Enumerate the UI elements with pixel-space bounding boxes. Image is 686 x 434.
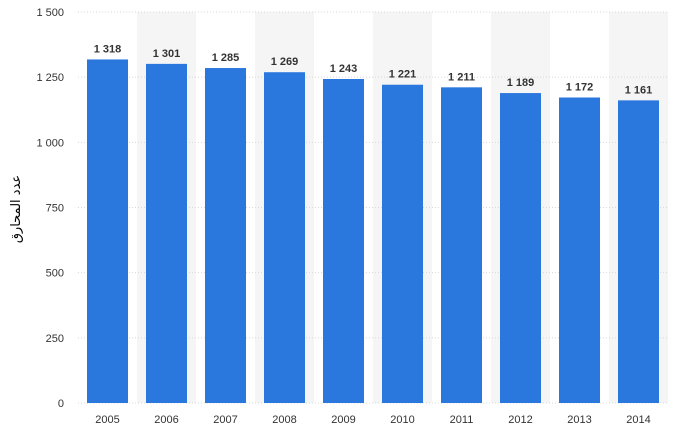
bar-value-label: 1 318 — [94, 43, 122, 55]
bar[interactable] — [146, 63, 187, 403]
bar-value-label: 1 161 — [625, 84, 653, 96]
y-tick-label: 1 000 — [36, 137, 64, 149]
gridlines — [78, 11, 668, 404]
bar-value-label: 1 269 — [271, 56, 299, 68]
bar-value-label: 1 189 — [507, 77, 535, 89]
x-tick-label: 2007 — [213, 414, 237, 426]
x-axis-ticks: 2005 2006 2007 2008 2009 2010 2011 2012 2013 2014 — [95, 414, 650, 426]
y-tick-label: 1 500 — [36, 7, 64, 19]
bar[interactable] — [559, 97, 600, 404]
y-tick-label: 1 250 — [36, 72, 64, 84]
bar[interactable] — [323, 78, 364, 403]
bar-value-label: 1 211 — [448, 71, 475, 83]
bar[interactable] — [500, 93, 541, 404]
bar[interactable] — [441, 87, 482, 403]
y-axis-title: عدد المحارق — [9, 175, 24, 243]
x-tick-label: 2010 — [390, 414, 414, 426]
bar[interactable] — [264, 72, 305, 404]
x-tick-label: 2012 — [508, 414, 532, 426]
bar[interactable] — [87, 59, 128, 403]
bar-value-label: 1 301 — [153, 48, 181, 60]
bar[interactable] — [618, 100, 659, 403]
bar[interactable] — [205, 68, 246, 403]
y-tick-label: 250 — [46, 333, 64, 345]
bar[interactable] — [382, 84, 423, 403]
x-tick-label: 2005 — [95, 414, 119, 426]
bar-value-label: 1 243 — [330, 63, 358, 75]
bar-value-label: 1 221 — [389, 69, 417, 81]
x-tick-label: 2006 — [154, 414, 178, 426]
x-tick-label: 2014 — [626, 414, 650, 426]
y-axis-ticks: 0 250 500 750 1 000 1 250 1 500 — [36, 7, 64, 410]
y-tick-label: 500 — [46, 268, 64, 280]
x-tick-label: 2013 — [567, 414, 591, 426]
x-tick-label: 2011 — [450, 414, 474, 426]
x-tick-label: 2009 — [331, 414, 355, 426]
bar-value-label: 1 285 — [212, 52, 240, 64]
x-tick-label: 2008 — [272, 414, 296, 426]
bars — [87, 59, 659, 404]
y-tick-label: 0 — [58, 398, 64, 410]
y-tick-label: 750 — [46, 203, 64, 215]
data-labels: 1 318 1 301 1 285 1 269 1 243 1 221 1 211 1 189… — [94, 43, 653, 96]
bar-value-label: 1 172 — [566, 81, 594, 93]
